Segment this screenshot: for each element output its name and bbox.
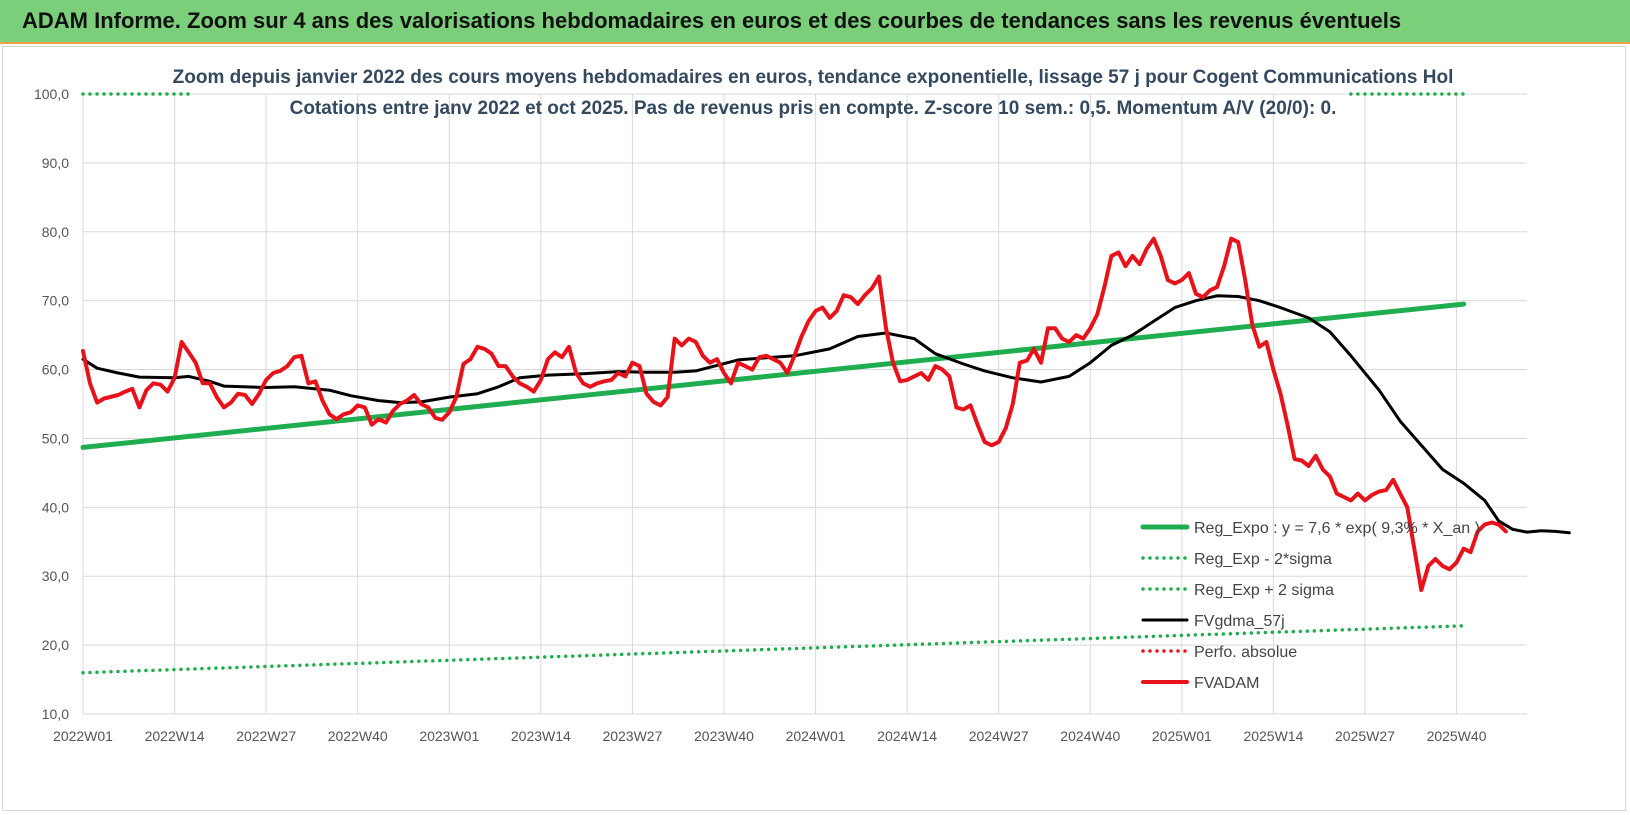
x-tick-label: 2023W01: [419, 728, 479, 744]
legend-label: Perfo. absolue: [1194, 644, 1297, 661]
y-tick-label: 10,0: [42, 706, 69, 722]
legend-label: FVADAM: [1194, 675, 1259, 692]
x-tick-label: 2025W40: [1427, 728, 1487, 744]
series-1-line: [81, 624, 1466, 675]
legend-label: Reg_Exp - 2*sigma: [1194, 551, 1332, 568]
series-0-line: [80, 301, 1467, 450]
y-tick-label: 60,0: [42, 362, 69, 378]
y-tick-label: 50,0: [42, 430, 69, 446]
x-tick-label: 2022W01: [53, 728, 113, 744]
series-3-line: [81, 294, 1571, 535]
x-tick-label: 2023W27: [602, 728, 662, 744]
x-tick-label: 2024W40: [1060, 728, 1120, 744]
chart-title: Zoom depuis janvier 2022 des cours moyen…: [173, 67, 1454, 88]
legend-label: Reg_Expo : y = 7,6 * exp( 9,3% * X_an ): [1194, 520, 1480, 537]
legend: Reg_Expo : y = 7,6 * exp( 9,3% * X_an ) R…: [1140, 520, 1480, 692]
x-tick-label: 2024W14: [877, 728, 937, 744]
y-tick-label: 80,0: [42, 224, 69, 240]
legend-label: Reg_Exp + 2 sigma: [1194, 582, 1334, 599]
legend-label: FVgdma_57j: [1194, 613, 1285, 630]
x-tick-label: 2023W14: [511, 728, 571, 744]
gridlines: [82, 93, 1527, 715]
x-tick-label: 2022W14: [145, 728, 205, 744]
y-tick-label: 90,0: [42, 155, 69, 171]
chart-subtitle: Cotations entre janv 2022 et oct 2025. P…: [290, 98, 1337, 119]
banner-title: ADAM Informe. Zoom sur 4 ans des valoris…: [22, 8, 1402, 33]
x-tick-label: 2022W27: [236, 728, 296, 744]
y-tick-label: 20,0: [42, 637, 69, 653]
line-chart: Zoom depuis janvier 2022 des cours moyen…: [34, 67, 1571, 744]
y-tick-label: 40,0: [42, 499, 69, 515]
series-5-line: [81, 236, 1508, 592]
y-tick-label: 70,0: [42, 293, 69, 309]
x-tick-label: 2024W01: [786, 728, 846, 744]
x-tick-label: 2023W40: [694, 728, 754, 744]
header-banner: ADAM Informe. Zoom sur 4 ans des valoris…: [0, 0, 1630, 44]
series-lines: [80, 92, 1571, 675]
y-tick-label: 30,0: [42, 568, 69, 584]
x-tick-label: 2025W01: [1152, 728, 1212, 744]
x-tick-label: 2025W14: [1243, 728, 1303, 744]
chart-area: Zoom depuis janvier 2022 des cours moyen…: [2, 46, 1626, 811]
axis-tick-labels: 10,0 20,0 30,0 40,0 50,0 60,0 70,0 80,0 90,0 100,…: [34, 86, 1487, 744]
x-tick-label: 2024W27: [969, 728, 1029, 744]
y-tick-label: 100,0: [34, 86, 69, 102]
x-tick-label: 2022W40: [328, 728, 388, 744]
x-tick-label: 2025W27: [1335, 728, 1395, 744]
